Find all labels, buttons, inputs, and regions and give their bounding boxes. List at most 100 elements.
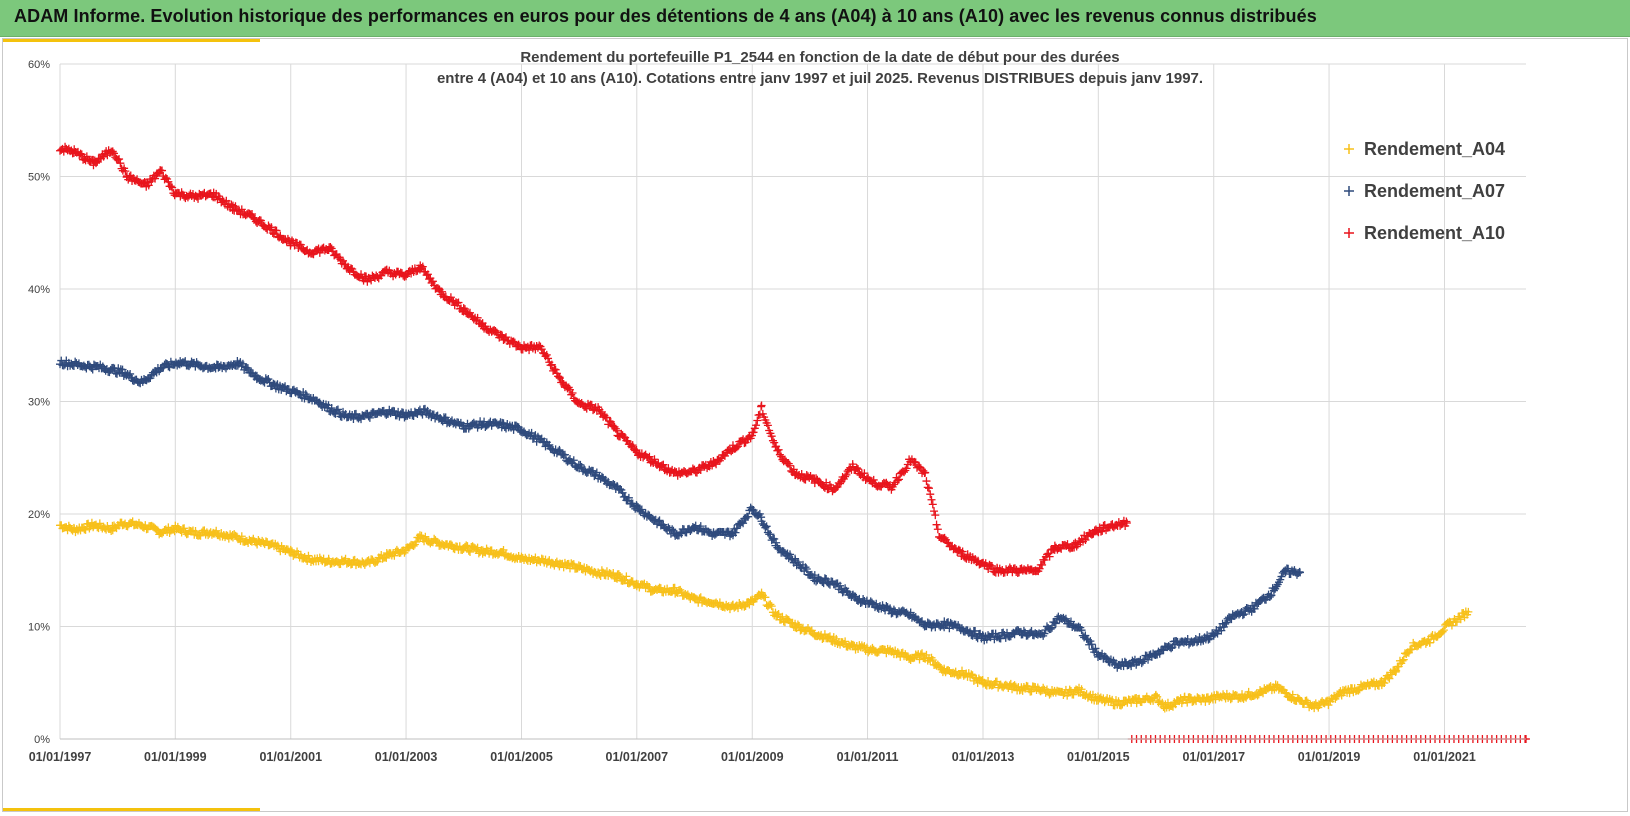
rendement-a10-point <box>928 500 937 509</box>
rendement-a04-point <box>421 532 430 541</box>
rendement-a04-point <box>766 600 775 609</box>
rendement-a04-point <box>761 593 770 602</box>
rendement-a04-point <box>825 632 834 641</box>
x-tick-label: 01/01/2003 <box>375 750 438 764</box>
rendement-a07-point <box>560 450 569 459</box>
y-tick-label: 60% <box>28 59 50 71</box>
legend-label: Rendement_A04 <box>1364 139 1505 159</box>
legend-item-rendement-a04: Rendement_A04 <box>1344 139 1505 159</box>
rendement-a04-point <box>1439 626 1448 635</box>
rendement-a04-point <box>1059 691 1068 700</box>
chart-frame: Rendement du portefeuille P1_2544 en fon… <box>2 38 1628 812</box>
rendement-a04-point <box>300 553 309 562</box>
x-tick-label: 01/01/2011 <box>837 750 899 764</box>
rendement-a07-point <box>126 369 135 378</box>
rendement-a04-point <box>412 537 421 546</box>
top-left-accent <box>2 38 260 42</box>
y-tick-label: 40% <box>28 284 50 296</box>
rendement-a07-point <box>621 492 630 501</box>
rendement-a10-point <box>931 511 940 520</box>
chart-title-line1: Rendement du portefeuille P1_2544 en fon… <box>520 49 1119 66</box>
rendement-a04-point <box>773 610 782 619</box>
rendement-a04-point <box>1421 639 1430 648</box>
legend-marker <box>1344 144 1354 154</box>
rendement-a04-point <box>1438 627 1447 636</box>
rendement-a04-point <box>1201 697 1210 706</box>
rendement-a04-point <box>715 598 724 607</box>
rendement-a04-point <box>400 548 409 557</box>
legend-item-rendement-a07: Rendement_A07 <box>1344 181 1505 201</box>
rendement-a04-point <box>180 524 189 533</box>
rendement-a07-point <box>365 413 374 422</box>
y-tick-label: 50% <box>28 172 50 184</box>
rendement-a07-point <box>164 362 173 371</box>
rendement-a04-point <box>212 526 221 535</box>
rendement-a07-point <box>264 375 273 384</box>
y-tick-label: 10% <box>28 622 50 634</box>
rendement-a04-point <box>286 545 295 554</box>
legend-label: Rendement_A10 <box>1364 223 1505 243</box>
rendement-a04-point <box>793 620 802 629</box>
rendement-a04-point <box>740 602 749 611</box>
x-tick-label: 01/01/2001 <box>259 750 322 764</box>
rendement-a04-point <box>1447 621 1456 630</box>
rendement-a04-point <box>1151 690 1160 699</box>
rendement-a04-point <box>499 545 508 554</box>
rendement-a04-point <box>1288 690 1297 699</box>
legend-marker <box>1344 186 1354 196</box>
rendement-a10-point <box>932 520 941 529</box>
rendement-a04-point <box>741 602 750 611</box>
rendement-a04-point <box>1354 686 1363 695</box>
legend: Rendement_A04 Rendement_A07 Rendement_A10 <box>1344 139 1505 243</box>
rendement-a04-point <box>1069 690 1078 699</box>
rendement-a10-point <box>923 483 932 492</box>
rendement-a04-point <box>1027 687 1036 696</box>
legend-marker <box>1344 228 1354 238</box>
rendement-a04-point <box>462 541 471 550</box>
rendement-a04-point <box>1153 692 1162 701</box>
rendement-a10-point <box>922 477 931 486</box>
rendement-a10-point <box>927 495 936 504</box>
rendement-a04-point <box>778 612 787 621</box>
rendement-a04-point <box>918 649 927 658</box>
rendement-a04-point <box>915 655 924 664</box>
rendement-a04-point <box>928 655 937 664</box>
rendement-a04-point <box>390 551 399 560</box>
page-banner: ADAM Informe. Evolution historique des p… <box>0 0 1630 37</box>
rendement-a04-point <box>645 582 654 591</box>
rendement-a07-point <box>327 404 336 413</box>
rendement-a04-point <box>595 570 604 579</box>
x-tick-label: 01/01/1999 <box>144 750 207 764</box>
rendement-a04-point <box>81 525 90 534</box>
rendement-a04-point <box>466 547 475 556</box>
x-tick-label: 01/01/2021 <box>1413 750 1476 764</box>
rendement-a04-point <box>1117 701 1126 710</box>
rendement-a10-point <box>757 401 766 410</box>
x-tick-label: 01/01/2009 <box>721 750 784 764</box>
rendement-a04-point <box>967 670 976 679</box>
rendement-a04-point <box>1183 698 1192 707</box>
x-tick-label: 01/01/2007 <box>606 750 669 764</box>
rendement-a07-point <box>632 501 641 510</box>
rendement-a04-point <box>1456 615 1465 624</box>
rendement-a04-point <box>1244 687 1253 696</box>
rendement-a07-point <box>441 413 450 422</box>
rendement-a04-point <box>1380 679 1389 688</box>
rendement-a04-point <box>1253 691 1262 700</box>
x-tick-label: 01/01/1997 <box>29 750 92 764</box>
rendement-a04-point <box>767 602 776 611</box>
legend-item-rendement-a10: Rendement_A10 <box>1344 223 1505 243</box>
rendement-a04-point <box>237 532 246 541</box>
rendement-a10-point <box>924 484 933 493</box>
rendement-a04-point <box>1039 683 1048 692</box>
rendement-a04-point <box>1464 607 1473 616</box>
rendement-a04-point <box>1392 666 1401 675</box>
rendement-a04-point <box>609 569 618 578</box>
legend-label: Rendement_A07 <box>1364 181 1505 201</box>
rendement-a04-point <box>1185 693 1194 702</box>
rendement-a07-point <box>664 523 673 532</box>
rendement-a04-point <box>676 585 685 594</box>
rendement-a04-point <box>1398 656 1407 665</box>
rendement-a04-point <box>1077 685 1086 694</box>
rendement-a04-point <box>818 635 827 644</box>
